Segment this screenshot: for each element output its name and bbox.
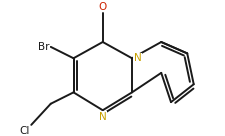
Text: Cl: Cl: [19, 126, 30, 136]
Text: O: O: [99, 2, 107, 12]
Text: Br: Br: [38, 42, 49, 52]
Text: N: N: [99, 112, 107, 122]
Text: N: N: [134, 53, 141, 63]
